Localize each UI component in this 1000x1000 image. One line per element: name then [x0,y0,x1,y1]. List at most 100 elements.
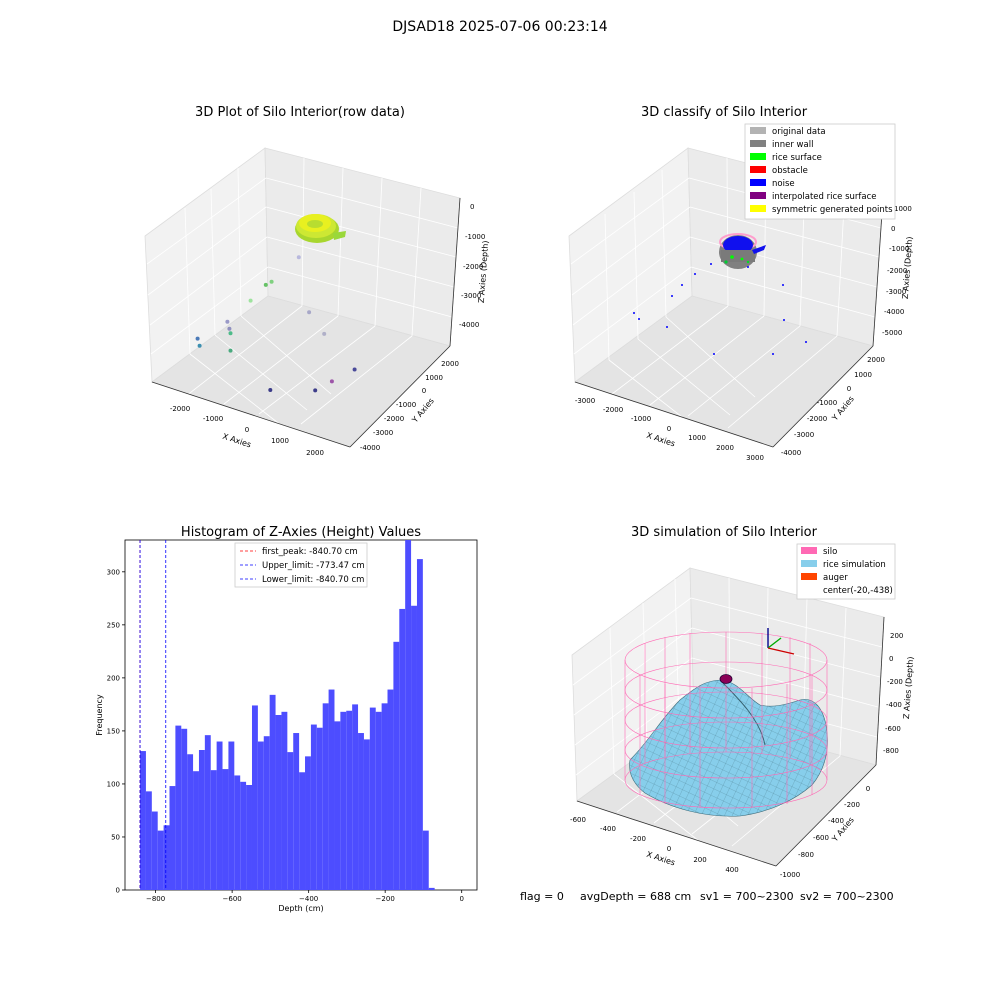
histogram-bar [240,781,247,890]
raw-scatter-point [225,319,230,324]
histogram-bar [322,703,329,890]
histogram-bar [269,694,276,890]
classify-legend-swatch [750,127,766,134]
histogram-bar [234,775,241,890]
simulation-z-tick: 200 [890,632,903,640]
histogram-bar [175,725,182,890]
raw-z-tick: -1000 [465,233,485,241]
histogram-bar [281,711,288,890]
histogram-x-tick-label: −600 [223,895,242,903]
histogram-y-tick-label: 50 [111,833,120,841]
classify-cluster [719,233,766,269]
classify-z-tick: 1000 [894,205,912,213]
histogram-bar [187,754,194,890]
panel-histogram: Histogram of Z-Axies (Height) Values −80… [95,525,478,913]
panel-raw-3d: 3D Plot of Silo Interior(row data) -2000… [144,105,490,457]
histogram-bar [399,608,406,890]
simulation-legend-label: rice simulation [823,560,886,570]
figure-suptitle: DJSAD18 2025-07-06 00:23:14 [392,19,607,35]
raw-scatter-point [313,388,318,393]
raw-y-tick: -4000 [360,444,380,452]
classify-noise-points [633,263,807,355]
simulation-legend-label: silo [823,547,837,557]
raw-scatter-point [248,298,253,303]
simulation-y-tick: 0 [866,785,870,793]
simulation-y-tick: -400 [828,817,844,825]
histogram-bar [328,689,335,890]
raw-scatter-point [228,331,233,336]
raw-scatter-point [228,348,233,353]
raw-rice-blob [295,214,346,243]
histogram-legend-label: Lower_limit: -840.70 cm [262,575,364,585]
histogram-bar [316,727,323,890]
histogram-x-tick-label: −400 [299,895,318,903]
histogram-bar [222,769,229,890]
histogram-bar [169,786,176,890]
histogram-bar [216,741,223,890]
classify-z-tick: -2000 [887,267,907,275]
raw-z-label: Z Axies (Depth) [477,240,490,303]
histogram-bar [416,559,423,890]
simulation-y-tick: -800 [798,851,814,859]
raw-y-axis-line [349,345,451,448]
simulation-x-tick: -600 [570,816,586,824]
classify-legend-swatch [750,166,766,173]
histogram-bar [358,733,364,890]
status-footer: flag = 0 avgDepth = 688 cm sv1 = 700~230… [520,890,894,903]
raw-y-tick: -3000 [373,429,393,437]
raw-z-tick: -3000 [461,292,481,300]
histogram-y-tick-label: 100 [107,780,120,788]
raw-y-tick: 0 [422,387,426,395]
histogram-title: Histogram of Z-Axies (Height) Values [181,525,421,540]
origin-axes-icon [767,628,795,655]
classify-z-tick: -3000 [886,288,906,296]
raw-x-tick: -1000 [203,415,223,423]
histogram-bar [181,728,188,890]
histogram-bar [428,887,435,890]
classify-z-tick: -1000 [889,245,909,253]
histogram-bar [369,707,376,890]
simulation-x-tick: 200 [693,856,706,864]
classify-x-tick: -2000 [603,406,623,414]
histogram-bar [157,830,164,890]
simulation-z-tick: 0 [889,655,893,663]
raw-scatter-point [197,343,202,348]
histogram-x-tick-label: 0 [459,895,463,903]
footer-avg-depth: avgDepth = 688 cm [580,890,691,903]
histogram-bar [375,711,382,890]
classify-y-tick: 1000 [854,371,872,379]
raw-y-tick: -1000 [396,401,416,409]
classify-y-tick: 2000 [867,356,885,364]
histogram-bar [393,641,400,890]
histogram-bar [346,710,353,890]
classify-x-tick: -1000 [631,415,651,423]
silo-wireframe [624,631,828,809]
histogram-bar [305,756,311,890]
simulation-z-axis-line [875,616,885,766]
raw-gridlines [146,157,459,427]
classify-x-tick: 0 [667,425,671,433]
raw-x-tick: -2000 [170,405,190,413]
raw-scatter-points [195,255,357,393]
classify-z-tick: 0 [891,225,895,233]
raw-z-axis-line [449,197,461,347]
simulation-legend-swatch [801,547,817,554]
raw-x-tick: 2000 [306,449,324,457]
simulation-z-tick: -800 [883,747,899,755]
histogram-legend: first_peak: -840.70 cm Upper_limit: -773.… [234,542,368,588]
histogram-y-tick-label: 150 [107,727,120,735]
histogram-bar [334,721,341,890]
histogram-x-tick-label: −200 [376,895,395,903]
raw-x-tick: 1000 [271,437,289,445]
histogram-bar [293,733,300,890]
simulation-z-tick: -200 [887,678,903,686]
classify-legend-label: symmetric generated points [772,205,893,215]
raw-scatter-point [352,367,357,372]
histogram-bar [145,791,152,890]
histogram-y-tick-label: 250 [107,621,120,629]
histogram-bar [363,739,370,890]
raw-x-label: X Axies [221,432,252,450]
histogram-y-label: Frequency [95,694,104,736]
classify-legend-swatch [750,153,766,160]
simulation-y-tick: -600 [813,834,829,842]
